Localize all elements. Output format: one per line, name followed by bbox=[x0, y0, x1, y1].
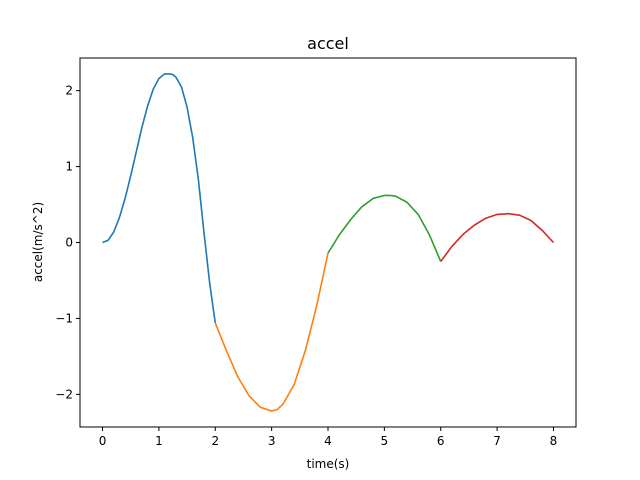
series-layer bbox=[102, 73, 555, 412]
x-axis-ticks: 0 1 2 3 4 5 6 7 8 bbox=[99, 427, 558, 448]
x-tick-label: 5 bbox=[381, 434, 389, 448]
y-tick-label: −1 bbox=[55, 311, 73, 325]
x-tick-label: 8 bbox=[550, 434, 558, 448]
y-axis-ticks: −2 −1 0 1 2 bbox=[55, 84, 80, 401]
chart-title: accel bbox=[307, 34, 349, 53]
y-axis-label: accel(m/s^2) bbox=[31, 202, 45, 282]
y-tick-label: −2 bbox=[55, 387, 73, 401]
x-tick-label: 0 bbox=[99, 434, 107, 448]
x-tick-label: 3 bbox=[268, 434, 276, 448]
x-tick-label: 1 bbox=[155, 434, 163, 448]
y-tick-label: 2 bbox=[65, 84, 73, 98]
series-line-2 bbox=[214, 252, 329, 412]
x-axis-label: time(s) bbox=[307, 457, 350, 471]
y-tick-label: 0 bbox=[65, 236, 73, 250]
x-tick-label: 7 bbox=[493, 434, 501, 448]
plot-area: 0 1 2 3 4 5 6 7 8 −2 −1 0 1 2 bbox=[55, 57, 577, 448]
x-tick-label: 2 bbox=[211, 434, 219, 448]
y-tick-label: 1 bbox=[65, 160, 73, 174]
series-line-1 bbox=[102, 73, 217, 324]
x-tick-label: 4 bbox=[324, 434, 332, 448]
series-line-4 bbox=[440, 212, 555, 262]
x-tick-label: 6 bbox=[437, 434, 445, 448]
series-line-3 bbox=[327, 194, 442, 262]
